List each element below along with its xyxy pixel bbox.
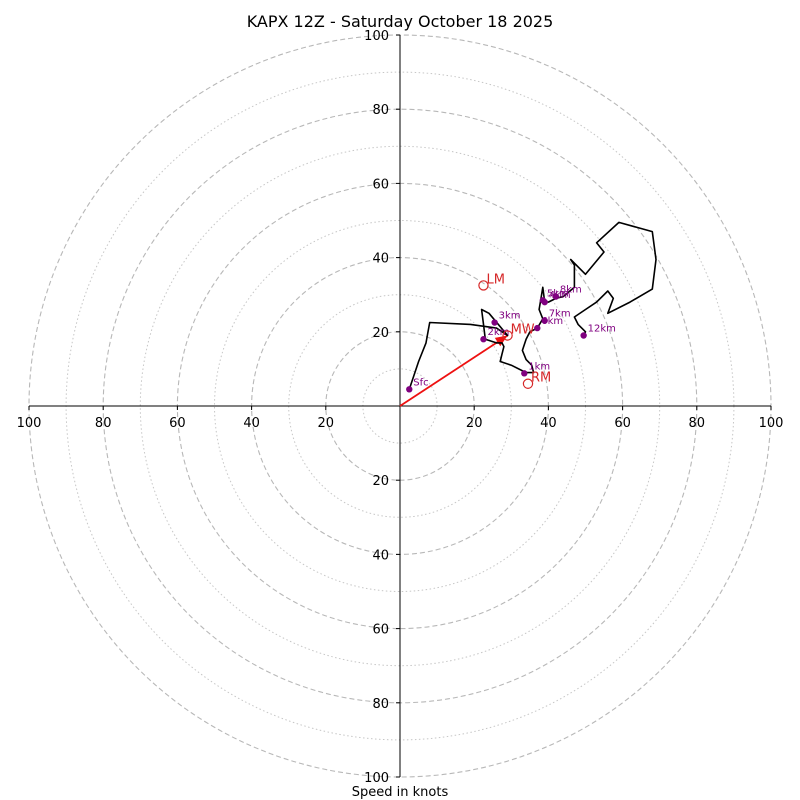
storm-motion-rm	[522, 378, 534, 389]
height-marker-5km	[539, 297, 547, 304]
height-marker-1km	[521, 370, 528, 377]
vector-layer	[399, 334, 509, 407]
height-label-8km: 8km	[560, 285, 582, 296]
height-label-1km: 1km	[528, 361, 550, 372]
tick-top-100: 100	[364, 29, 389, 44]
tick-bottom-60: 60	[372, 623, 389, 638]
height-label-5km: 5km	[547, 288, 569, 299]
tick-top-20: 20	[372, 326, 389, 341]
tick-top-40: 40	[372, 252, 389, 267]
tick-right-80: 80	[689, 416, 706, 431]
height-marker-6km	[534, 324, 541, 332]
chart-title: KAPX 12Z - Saturday October 18 2025	[247, 12, 554, 31]
storm-motion-label-mw: MW	[511, 323, 535, 338]
wind-profile-trace	[408, 221, 657, 390]
height-marker-12km	[580, 332, 587, 339]
height-marker-7km	[541, 317, 548, 324]
height-label-3km: 3km	[499, 311, 521, 322]
tick-top-60: 60	[372, 177, 389, 192]
x-axis-label: Speed in knots	[352, 785, 449, 800]
tick-top-80: 80	[372, 103, 389, 118]
storm-motion-label-rm: RM	[531, 371, 551, 386]
ticks-layer: 100 80 60 40 20 20 40 60 80 100 20 40 60 80 100 20 40 60 8…	[17, 29, 784, 786]
tick-right-20: 20	[466, 416, 483, 431]
tick-right-100: 100	[759, 416, 784, 431]
storm-motion-mw	[502, 330, 513, 341]
height-marker-sfc	[406, 386, 413, 393]
tick-bottom-20: 20	[372, 474, 389, 489]
tick-left-100: 100	[17, 416, 42, 431]
tick-left-20: 20	[318, 416, 335, 431]
tick-bottom-40: 40	[372, 548, 389, 563]
height-label-4km: 4km	[549, 290, 571, 301]
height-marker-3km	[491, 319, 498, 326]
height-label-7km: 7km	[549, 309, 571, 320]
tick-bottom-100: 100	[364, 771, 389, 786]
profile-layer	[408, 221, 657, 390]
height-label-sfc: Sfc	[413, 377, 428, 388]
tick-bottom-80: 80	[372, 697, 389, 712]
tick-right-40: 40	[540, 416, 557, 431]
height-label-12km: 12km	[588, 324, 616, 335]
tick-right-60: 60	[614, 416, 631, 431]
storm-motion-lm	[478, 280, 489, 291]
height-label-6km: 6km	[541, 316, 563, 327]
height-marker-8km	[552, 293, 560, 300]
height-label-2km: 2km	[487, 327, 509, 338]
mean-wind-vector	[399, 334, 509, 407]
height-marker-2km	[480, 336, 487, 343]
mean-wind-arrowhead	[494, 335, 508, 347]
tick-left-40: 40	[243, 416, 260, 431]
tick-left-60: 60	[169, 416, 186, 431]
tick-left-80: 80	[95, 416, 112, 431]
motion-layer: LM MW RM	[478, 272, 551, 389]
storm-motion-label-lm: LM	[486, 272, 504, 287]
